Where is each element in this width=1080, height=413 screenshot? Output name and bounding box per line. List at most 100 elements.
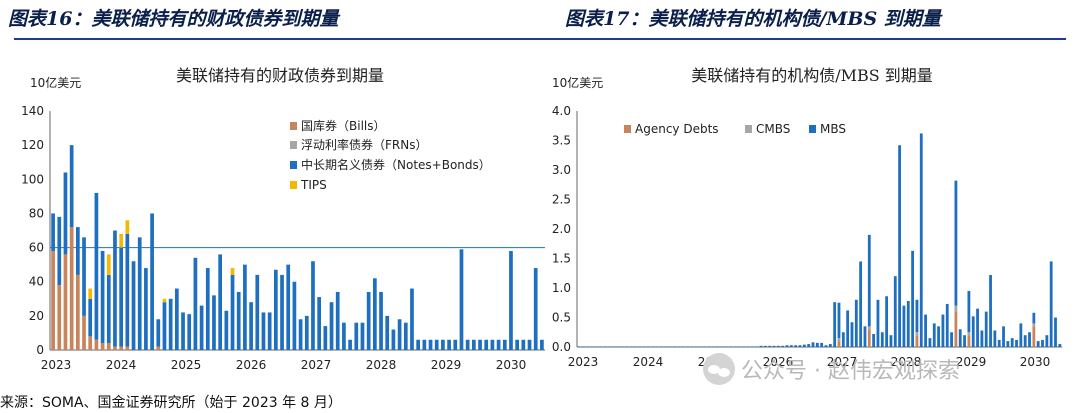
- bar-segment: [1006, 341, 1010, 347]
- bar-segment: [967, 332, 971, 336]
- bar-segment: [82, 315, 86, 350]
- bar-segment: [595, 346, 598, 348]
- bar-segment: [261, 312, 266, 350]
- figure-16-title: 图表16：美联储持有的财政债券到期量: [8, 8, 339, 30]
- bar-segment: [707, 346, 711, 348]
- bar-segment: [304, 315, 309, 350]
- legend-swatch: [745, 125, 752, 133]
- bar-segment: [802, 344, 806, 347]
- bar-segment: [750, 346, 754, 348]
- bar-segment: [677, 346, 681, 348]
- bar-segment: [582, 346, 585, 348]
- bar-segment: [354, 322, 359, 350]
- x-tick-label: 2027: [827, 355, 858, 369]
- bar-segment: [638, 346, 642, 348]
- bar-segment: [937, 326, 940, 347]
- bar-segment: [733, 346, 737, 348]
- bar-segment: [428, 339, 433, 350]
- bar-segment: [131, 261, 136, 350]
- bar-segment: [772, 345, 776, 347]
- bar-segment: [168, 298, 173, 350]
- bar-segment: [837, 302, 841, 339]
- bar-segment: [397, 319, 402, 350]
- bar-segment: [502, 339, 507, 350]
- bar-segment: [88, 298, 93, 337]
- bar-segment: [902, 305, 906, 347]
- y-tick-label: 0.0: [552, 340, 571, 354]
- x-tick-label: 2028: [366, 358, 397, 372]
- bar-segment: [776, 345, 780, 347]
- bar-segment: [716, 346, 720, 348]
- bar-segment: [63, 254, 68, 350]
- bar-segment: [863, 326, 867, 347]
- x-tick-label: 2026: [763, 355, 794, 369]
- bar-segment: [889, 335, 893, 347]
- bar-segment: [379, 291, 383, 350]
- y-tick-label: 3.0: [552, 163, 571, 177]
- bar-segment: [137, 237, 142, 350]
- bar-segment: [162, 298, 167, 303]
- y-tick-label: 1.0: [552, 281, 571, 295]
- bar-segment: [385, 315, 390, 350]
- legend-swatch: [290, 122, 297, 130]
- bar-segment: [1058, 344, 1062, 347]
- bar-segment: [789, 345, 793, 347]
- bar-segment: [945, 303, 949, 347]
- y-axis-unit-label: 10亿美元: [552, 75, 603, 90]
- bar-segment: [586, 346, 590, 348]
- bar-segment: [106, 274, 111, 344]
- legend-label: MBS: [820, 122, 846, 136]
- bar-segment: [94, 339, 99, 350]
- bar-segment: [335, 291, 340, 350]
- legend-label: 中长期名义债券（Notes+Bonds）: [301, 157, 491, 172]
- watermark: 公众号 · 赵伟宏观探索: [703, 353, 960, 385]
- bar-segment: [837, 341, 841, 347]
- bar-segment: [781, 345, 785, 347]
- bar-segment: [919, 133, 923, 347]
- bar-segment: [156, 346, 161, 350]
- bar-segment: [612, 346, 616, 348]
- bar-segment: [967, 290, 971, 333]
- y-tick-label: 1.5: [552, 252, 571, 266]
- bar-segment: [533, 268, 538, 350]
- bar-segment: [664, 346, 668, 348]
- header-rule: [14, 38, 1066, 40]
- bar-segment: [422, 339, 427, 350]
- bar-segment: [484, 339, 489, 350]
- x-tick-label: 2026: [236, 358, 267, 372]
- bar-segment: [69, 145, 74, 228]
- bar-segment: [434, 339, 439, 350]
- bar-segment: [867, 234, 871, 327]
- bar-segment: [224, 310, 229, 350]
- bar-segment: [820, 342, 824, 347]
- x-tick-label: 2025: [171, 358, 202, 372]
- x-tick-label: 2029: [956, 355, 987, 369]
- bar-segment: [125, 346, 130, 350]
- bar-segment: [156, 319, 161, 347]
- bar-segment: [967, 335, 971, 347]
- bar-segment: [94, 192, 99, 340]
- bar-segment: [885, 296, 889, 347]
- bar-segment: [642, 346, 646, 348]
- bar-segment: [205, 268, 210, 350]
- bar-segment: [75, 274, 80, 350]
- bar-segment: [880, 332, 884, 347]
- bar-segment: [459, 249, 464, 350]
- legend-swatch: [290, 161, 297, 169]
- bar-segment: [280, 274, 284, 350]
- bar-segment: [119, 346, 124, 350]
- bar-segment: [729, 346, 733, 348]
- bar-segment: [807, 344, 811, 347]
- bar-segment: [57, 216, 62, 286]
- y-tick-label: 20: [29, 309, 44, 323]
- bar-segment: [236, 291, 241, 350]
- y-tick-label: 3.5: [552, 134, 571, 148]
- bar-segment: [660, 346, 663, 348]
- bar-segment: [599, 346, 603, 348]
- bar-segment: [850, 322, 854, 347]
- legend-swatch: [290, 181, 297, 189]
- y-tick-label: 4.0: [552, 104, 571, 118]
- bar-segment: [1032, 326, 1036, 347]
- legend-label: 浮动利率债券（FRNs）: [301, 137, 427, 152]
